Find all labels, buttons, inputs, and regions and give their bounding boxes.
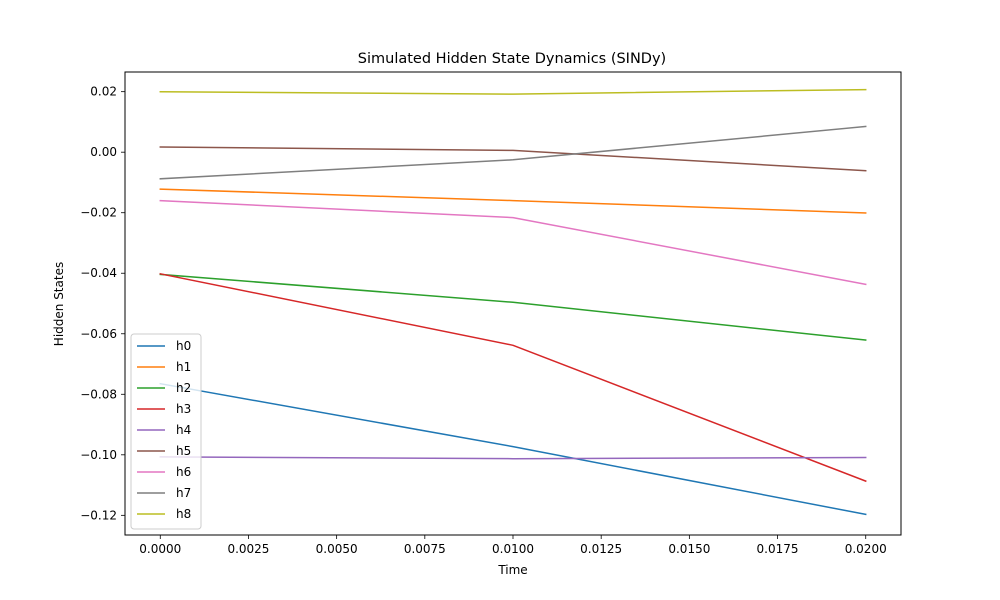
x-tick-label: 0.0175: [757, 542, 799, 556]
x-tick-label: 0.0200: [845, 542, 887, 556]
legend-label-h6: h6: [176, 465, 191, 479]
x-tick-label: 0.0150: [668, 542, 710, 556]
x-tick-label: 0.0025: [227, 542, 269, 556]
x-axis-label: Time: [497, 563, 527, 577]
chart-title: Simulated Hidden State Dynamics (SINDy): [358, 51, 666, 67]
series-line-h0: [159, 382, 867, 516]
legend-label-h5: h5: [176, 444, 191, 458]
series-line-h6: [159, 199, 867, 286]
y-axis: −0.12 −0.10 −0.08 −0.06 −0.04 −0.02 0.00 0.02: [80, 85, 125, 522]
plot-lines: [159, 88, 867, 516]
x-tick-label: 0.0125: [580, 542, 622, 556]
y-tick-label: −0.06: [80, 327, 117, 341]
x-tick-label: 0.0100: [492, 542, 534, 556]
y-tick-label: 0.00: [90, 145, 117, 159]
y-tick-label: −0.10: [80, 448, 117, 462]
legend-box: [130, 333, 202, 530]
legend-label-h3: h3: [176, 402, 191, 416]
x-axis: 0.0000 0.0025 0.0050 0.0075 0.0100 0.0125 0.01…: [139, 535, 887, 556]
legend: h0 h1 h2 h3 h4 h5 h6 h7 h8: [130, 333, 202, 530]
y-tick-label: 0.02: [90, 85, 117, 99]
y-tick-label: −0.12: [80, 508, 117, 522]
legend-label-h8: h8: [176, 507, 191, 521]
legend-label-h2: h2: [176, 381, 191, 395]
series-line-h2: [159, 273, 867, 341]
x-tick-label: 0.0000: [139, 542, 181, 556]
series-line-h8: [159, 88, 867, 95]
series-line-h7: [159, 125, 867, 180]
series-line-h1: [159, 188, 867, 214]
series-line-h3: [159, 272, 867, 483]
legend-label-h0: h0: [176, 339, 191, 353]
legend-label-h7: h7: [176, 486, 191, 500]
y-tick-label: −0.08: [80, 387, 117, 401]
legend-label-h4: h4: [176, 423, 191, 437]
y-tick-label: −0.02: [80, 206, 117, 220]
y-tick-label: −0.04: [80, 266, 117, 280]
legend-label-h1: h1: [176, 360, 191, 374]
series-line-h5: [159, 146, 867, 172]
series-line-h4: [159, 456, 867, 460]
x-tick-label: 0.0075: [404, 542, 446, 556]
x-tick-label: 0.0050: [316, 542, 358, 556]
y-axis-label: Hidden States: [52, 262, 66, 346]
